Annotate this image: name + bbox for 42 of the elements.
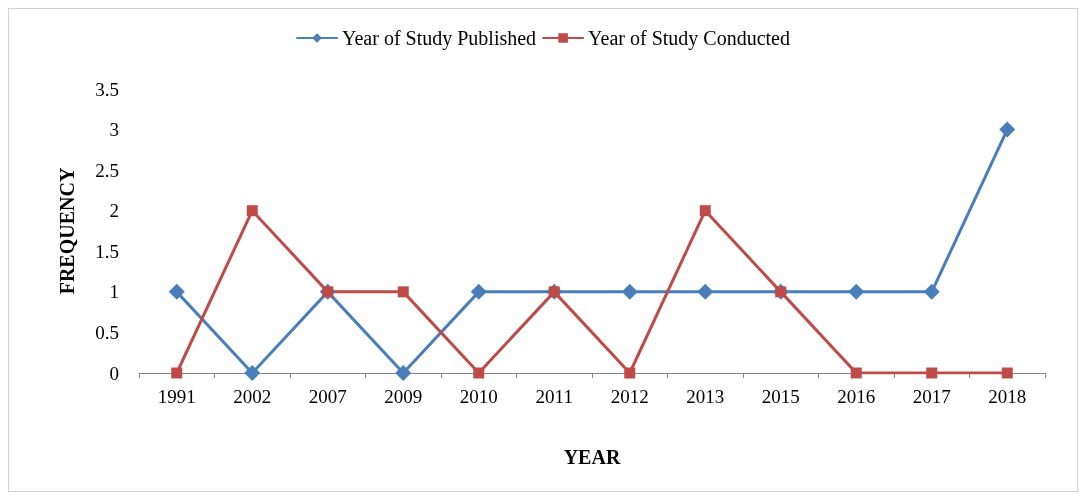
point — [397, 286, 409, 298]
point — [697, 283, 714, 300]
point — [470, 283, 487, 300]
point — [171, 367, 183, 379]
y-tick-label: 1 — [109, 281, 119, 303]
x-tick-label: 2018 — [988, 386, 1027, 407]
y-tick-label: 0 — [109, 362, 119, 384]
x-tick-label: 2007 — [308, 386, 347, 407]
x-tick-label: 2012 — [610, 386, 649, 407]
y-tick-label: 2 — [109, 200, 119, 222]
y-axis-title: FREQUENCY — [56, 167, 78, 295]
y-tick-label: 2.5 — [95, 159, 119, 181]
x-tick-label: 2013 — [686, 386, 725, 407]
point — [168, 283, 185, 300]
point — [246, 205, 258, 217]
point — [999, 121, 1016, 138]
x-tick-label: 1991 — [157, 386, 196, 407]
point — [850, 367, 862, 379]
point — [621, 283, 638, 300]
x-tick-label: 2009 — [384, 386, 423, 407]
y-tick-label: 3 — [109, 119, 119, 141]
x-axis-title: YEAR — [563, 446, 621, 468]
point — [699, 205, 711, 217]
point — [926, 367, 938, 379]
point — [848, 283, 865, 300]
x-tick-label: 2010 — [459, 386, 498, 407]
x-tick-label: 2002 — [233, 386, 272, 407]
point — [923, 283, 940, 300]
x-tick-label: 2017 — [912, 386, 951, 407]
legend-label: Year of Study Published — [342, 27, 537, 50]
point — [395, 365, 412, 381]
y-tick-label: 0.5 — [95, 321, 119, 343]
x-tick-label: 2011 — [535, 386, 573, 407]
point — [624, 367, 636, 379]
x-tick-label: 2015 — [761, 386, 800, 407]
x-tick-label: 2016 — [837, 386, 876, 407]
point — [1001, 367, 1013, 379]
point — [244, 365, 261, 381]
legend-label: Year of Study Conducted — [588, 27, 790, 50]
y-tick-label: 1.5 — [95, 240, 119, 262]
y-tick-label: 3.5 — [95, 78, 119, 100]
point — [473, 367, 485, 379]
